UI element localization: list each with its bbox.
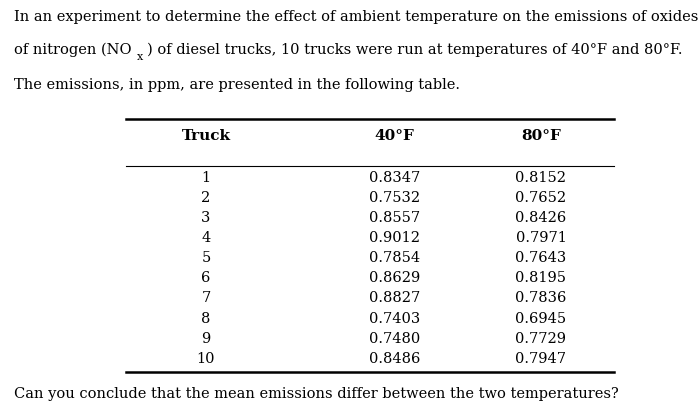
Text: 0.7729: 0.7729	[515, 332, 567, 346]
Text: x: x	[137, 52, 142, 62]
Text: 0.8195: 0.8195	[515, 271, 567, 285]
Text: 0.7480: 0.7480	[369, 332, 420, 346]
Text: 0.7403: 0.7403	[369, 311, 420, 326]
Text: 9: 9	[201, 332, 211, 346]
Text: The emissions, in ppm, are presented in the following table.: The emissions, in ppm, are presented in …	[14, 78, 460, 92]
Text: 0.8152: 0.8152	[515, 171, 567, 185]
Text: 8: 8	[201, 311, 211, 326]
Text: 80°F: 80°F	[521, 129, 561, 143]
Text: 6: 6	[201, 271, 211, 285]
Text: 0.7947: 0.7947	[515, 352, 567, 365]
Text: 0.6945: 0.6945	[515, 311, 567, 326]
Text: 10: 10	[197, 352, 215, 365]
Text: 0.8557: 0.8557	[369, 211, 420, 225]
Text: 40°F: 40°F	[374, 129, 415, 143]
Text: 0.9012: 0.9012	[369, 232, 420, 245]
Text: 0.7532: 0.7532	[369, 191, 420, 206]
Text: 2: 2	[201, 191, 211, 206]
Text: 0.8629: 0.8629	[369, 271, 420, 285]
Text: 3: 3	[201, 211, 211, 225]
Text: ) of diesel trucks, 10 trucks were run at temperatures of 40°F and 80°F.: ) of diesel trucks, 10 trucks were run a…	[147, 43, 683, 57]
Text: 0.7971: 0.7971	[516, 232, 566, 245]
Text: 0.8486: 0.8486	[369, 352, 420, 365]
Text: 0.8827: 0.8827	[369, 291, 420, 306]
Text: of nitrogen (NO: of nitrogen (NO	[14, 43, 132, 57]
Text: 1: 1	[201, 171, 211, 185]
Text: In an experiment to determine the effect of ambient temperature on the emissions: In an experiment to determine the effect…	[14, 10, 698, 24]
Text: 0.7854: 0.7854	[369, 252, 420, 265]
Text: Truck: Truck	[181, 129, 230, 143]
Text: 0.7652: 0.7652	[515, 191, 567, 206]
Text: 0.7836: 0.7836	[515, 291, 567, 306]
Text: 4: 4	[201, 232, 211, 245]
Text: 7: 7	[201, 291, 211, 306]
Text: 0.7643: 0.7643	[515, 252, 567, 265]
Text: Can you conclude that the mean emissions differ between the two temperatures?: Can you conclude that the mean emissions…	[14, 387, 618, 401]
Text: 5: 5	[201, 252, 211, 265]
Text: 0.8426: 0.8426	[515, 211, 567, 225]
Text: 0.8347: 0.8347	[369, 171, 420, 185]
